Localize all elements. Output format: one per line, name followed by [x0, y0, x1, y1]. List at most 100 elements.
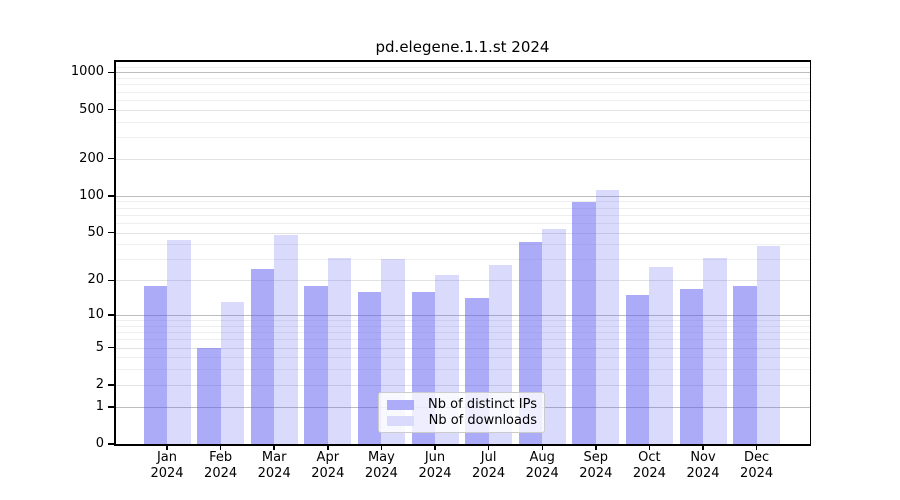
- bar-jan-distinct-ips: [143, 285, 167, 444]
- spine-right: [809, 60, 811, 445]
- y-tick-label: 10: [87, 307, 104, 322]
- y-tick-label: 200: [79, 150, 104, 166]
- x-tick-month: Dec: [744, 450, 770, 465]
- x-tick-label-apr: Apr 2024: [296, 450, 360, 482]
- spine-top: [114, 60, 811, 62]
- x-tick-month: Oct: [638, 450, 661, 465]
- x-tick-mark: [434, 444, 436, 450]
- x-tick-year: 2024: [686, 466, 720, 481]
- x-tick-mark: [487, 444, 490, 450]
- bar-mar-downloads: [274, 234, 298, 444]
- gridline-minor: [115, 320, 810, 322]
- bar-may-distinct-ips: [357, 291, 382, 444]
- y-tick-mark: [108, 443, 114, 445]
- x-tick-month: Feb: [209, 450, 233, 465]
- x-tick-month: May: [367, 450, 395, 465]
- gridline-light: [115, 347, 810, 349]
- bar-mar-distinct-ips: [250, 268, 275, 444]
- bar-dec-downloads: [756, 245, 781, 444]
- y-tick-mark: [108, 157, 114, 160]
- x-tick-year: 2024: [418, 466, 452, 481]
- x-tick-year: 2024: [472, 466, 506, 481]
- x-tick-year: 2024: [150, 466, 184, 481]
- legend-row-downloads: Nb of downloads: [386, 413, 537, 428]
- spine-bottom: [114, 444, 811, 446]
- x-tick-label-sep: Sep 2024: [564, 450, 628, 482]
- gridline-minor: [115, 325, 810, 327]
- legend-label-downloads: Nb of downloads: [428, 413, 537, 428]
- gridline-minor: [115, 259, 810, 261]
- y-tick-label: 20: [87, 272, 104, 288]
- bar-oct-downloads: [649, 266, 673, 444]
- bar-jan-downloads: [167, 240, 191, 444]
- x-tick-mark: [541, 444, 543, 450]
- gridline-major: [115, 72, 810, 74]
- y-tick-mark: [108, 279, 114, 281]
- gridline-light: [115, 109, 810, 111]
- x-tick-label-aug: Aug 2024: [510, 450, 574, 482]
- bar-dec-distinct-ips: [733, 285, 757, 444]
- gridline-minor: [115, 222, 810, 224]
- gridline-minor: [115, 339, 810, 341]
- y-tick-mark: [108, 71, 114, 74]
- gridline-minor: [115, 84, 810, 86]
- gridline-light: [115, 232, 810, 234]
- bar-oct-distinct-ips: [625, 294, 650, 444]
- x-tick-label-jan: Jan 2024: [135, 450, 199, 482]
- gridline-light: [115, 280, 810, 282]
- x-tick-month: Nov: [690, 450, 716, 465]
- x-tick-year: 2024: [364, 466, 398, 481]
- x-tick-year: 2024: [311, 466, 345, 481]
- bar-sep-distinct-ips: [572, 201, 596, 444]
- y-tick-label: 2: [95, 376, 104, 392]
- y-tick-label: 500: [79, 101, 104, 117]
- y-tick-mark: [108, 314, 114, 316]
- x-tick-mark: [648, 444, 651, 450]
- bar-aug-downloads: [542, 229, 566, 444]
- x-tick-year: 2024: [740, 466, 774, 481]
- plot-area: [115, 61, 810, 444]
- legend-swatch-downloads: [387, 415, 414, 426]
- x-tick-year: 2024: [204, 466, 238, 481]
- bar-nov-distinct-ips: [679, 288, 703, 444]
- x-tick-year: 2024: [579, 466, 613, 481]
- x-tick-mark: [273, 444, 275, 450]
- legend-label-distinct-ips: Nb of distinct IPs: [428, 397, 537, 412]
- bar-sep-downloads: [595, 189, 620, 444]
- x-tick-mark: [595, 444, 597, 450]
- y-tick-mark: [108, 384, 114, 386]
- gridline-major: [115, 195, 810, 197]
- gridline-minor: [115, 121, 810, 123]
- y-tick-mark: [108, 195, 114, 197]
- x-tick-year: 2024: [632, 466, 666, 481]
- gridline-major: [115, 315, 810, 316]
- x-tick-label-mar: Mar 2024: [242, 450, 306, 482]
- gridline-minor: [115, 99, 810, 101]
- y-tick-label: 0: [95, 436, 104, 451]
- x-tick-mark: [755, 444, 758, 450]
- x-tick-month: Aug: [529, 450, 555, 465]
- x-tick-mark: [702, 444, 704, 450]
- x-tick-mark: [327, 444, 329, 450]
- y-tick-mark: [108, 108, 114, 111]
- x-tick-month: Sep: [583, 450, 609, 465]
- y-tick-label: 5: [95, 339, 104, 355]
- gridline-minor: [115, 357, 810, 359]
- gridline-minor: [115, 91, 810, 93]
- x-tick-month: Jun: [424, 450, 446, 465]
- x-tick-label-jul: Jul 2024: [457, 450, 521, 482]
- x-tick-label-jun: Jun 2024: [403, 450, 467, 482]
- y-tick-mark: [108, 406, 114, 408]
- gridline-minor: [115, 244, 810, 246]
- chart-title: pd.elegene.1.1.st 2024: [375, 38, 550, 56]
- y-tick-label: 50: [87, 224, 104, 240]
- legend-row-distinct-ips: Nb of distinct IPs: [386, 397, 537, 412]
- gridline-light: [115, 384, 810, 386]
- x-tick-mark: [166, 444, 168, 450]
- y-tick-mark: [108, 346, 114, 349]
- gridline-minor: [115, 369, 810, 371]
- bar-apr-distinct-ips: [304, 285, 328, 444]
- y-tick-label: 1: [95, 398, 104, 414]
- x-tick-month: Jul: [480, 450, 497, 465]
